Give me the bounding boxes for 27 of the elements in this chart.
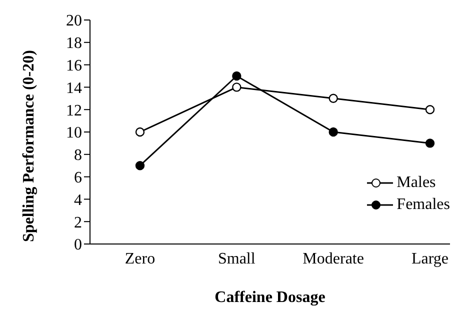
legend-label: Males — [396, 174, 436, 192]
y-tick-label: 6 — [74, 169, 82, 186]
x-axis-title: Caffeine Dosage — [214, 289, 326, 306]
y-tick-label: 2 — [74, 214, 82, 232]
x-tick-label: Moderate — [302, 250, 364, 268]
y-tick-label: 14 — [66, 80, 82, 97]
point — [232, 71, 242, 81]
y-axis-title: Spelling Performance (0-20) — [20, 50, 38, 242]
x-tick-label: Small — [218, 250, 256, 268]
y-tick-label: 20 — [66, 12, 82, 30]
y-tick-label: 4 — [74, 192, 82, 209]
point — [135, 161, 145, 170]
point — [328, 127, 338, 137]
y-tick-label: 16 — [66, 57, 82, 74]
x-tick-label: Zero — [124, 250, 156, 268]
point — [425, 105, 435, 114]
x-tick-label: Large — [411, 250, 449, 268]
y-tick-label: 10 — [66, 124, 82, 142]
point — [425, 138, 435, 148]
y-tick-label: 8 — [74, 147, 82, 164]
point — [135, 127, 145, 137]
point — [328, 94, 338, 103]
point — [232, 82, 242, 92]
y-tick-label: 0 — [74, 236, 82, 254]
legend-label: Females — [396, 196, 450, 214]
y-tick-label: 18 — [66, 35, 82, 52]
y-tick-label: 12 — [66, 102, 82, 120]
